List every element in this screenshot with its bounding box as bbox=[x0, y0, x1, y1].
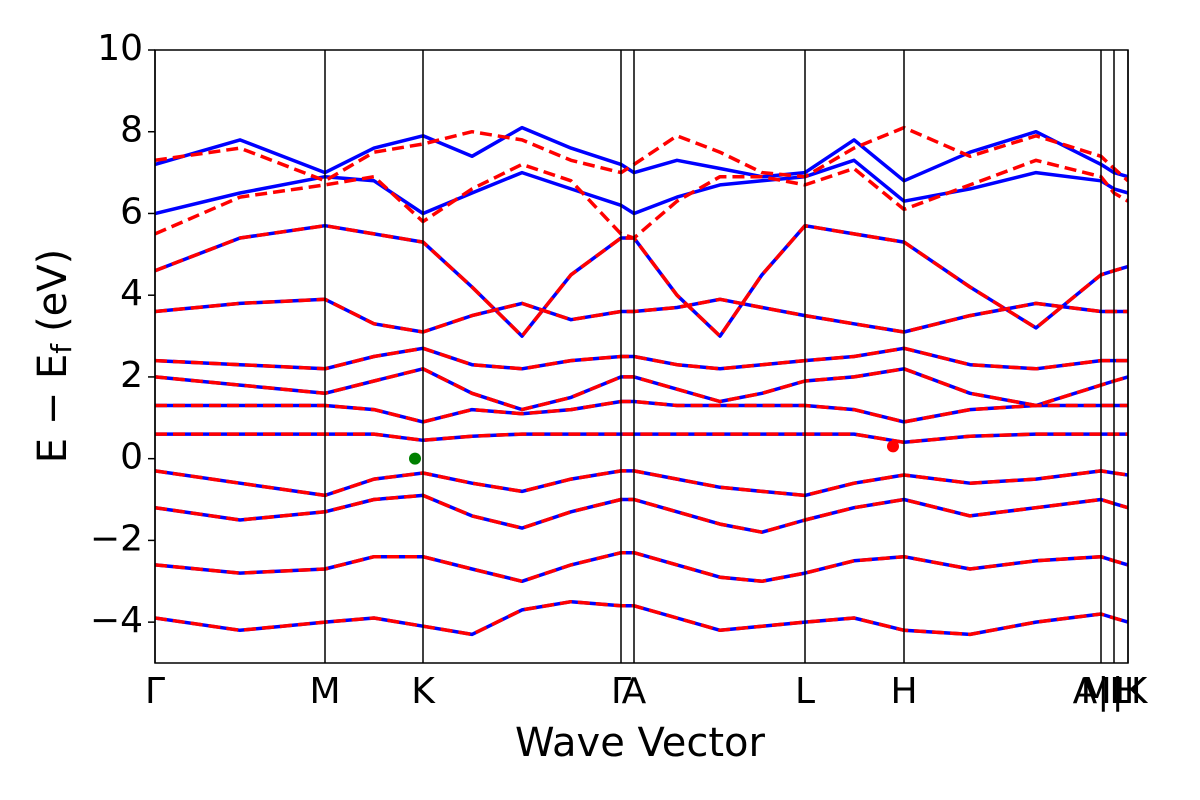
band-edge-marker bbox=[887, 440, 899, 453]
band-line bbox=[155, 223, 1128, 338]
band-line bbox=[155, 493, 1128, 534]
x-tick-label: Γ bbox=[145, 671, 165, 712]
band-line bbox=[155, 432, 1128, 445]
y-label-main: E − E bbox=[30, 354, 76, 464]
y-tick-label: 0 bbox=[120, 437, 143, 478]
y-tick-label: 8 bbox=[120, 110, 143, 151]
x-tick-label: L bbox=[795, 671, 815, 712]
plot-frame bbox=[154, 49, 1129, 664]
y-tick-label: 6 bbox=[120, 191, 143, 232]
y-tick-label: 4 bbox=[120, 273, 143, 314]
y-tick-label: −2 bbox=[90, 518, 143, 559]
band-edge-marker bbox=[409, 452, 421, 465]
y-axis-label: E − Ef (eV) bbox=[30, 249, 78, 464]
band-line bbox=[155, 550, 1128, 584]
band-line bbox=[155, 367, 1128, 412]
y-label-unit: (eV) bbox=[30, 249, 76, 332]
band-line bbox=[155, 399, 1128, 424]
band-line bbox=[155, 599, 1128, 637]
band-line bbox=[155, 297, 1128, 334]
band-line bbox=[155, 346, 1128, 371]
x-tick-label: K bbox=[411, 671, 436, 712]
y-tick-label: 2 bbox=[120, 355, 143, 396]
band-line bbox=[155, 125, 1128, 183]
band-line bbox=[155, 469, 1128, 498]
bands bbox=[155, 125, 1128, 637]
y-tick-label: −4 bbox=[90, 600, 143, 641]
band-line bbox=[155, 158, 1128, 216]
band-line bbox=[155, 297, 1128, 334]
x-tick-label: A bbox=[622, 671, 647, 712]
x-tick-label: H bbox=[1114, 671, 1141, 712]
x-tick-label: M|K bbox=[1081, 671, 1149, 712]
x-tick-label: M bbox=[309, 671, 340, 712]
y-tick-label: 10 bbox=[97, 28, 143, 69]
band-line bbox=[155, 223, 1128, 338]
x-tick-label: Γ bbox=[611, 671, 631, 712]
band-line bbox=[155, 158, 1128, 240]
x-axis-label: Wave Vector bbox=[515, 720, 766, 766]
band-line bbox=[155, 125, 1128, 183]
x-tick-label: H bbox=[890, 671, 917, 712]
band-line bbox=[155, 550, 1128, 584]
y-label-sub: f bbox=[45, 343, 78, 354]
x-tick-label: A|L bbox=[1073, 671, 1130, 712]
